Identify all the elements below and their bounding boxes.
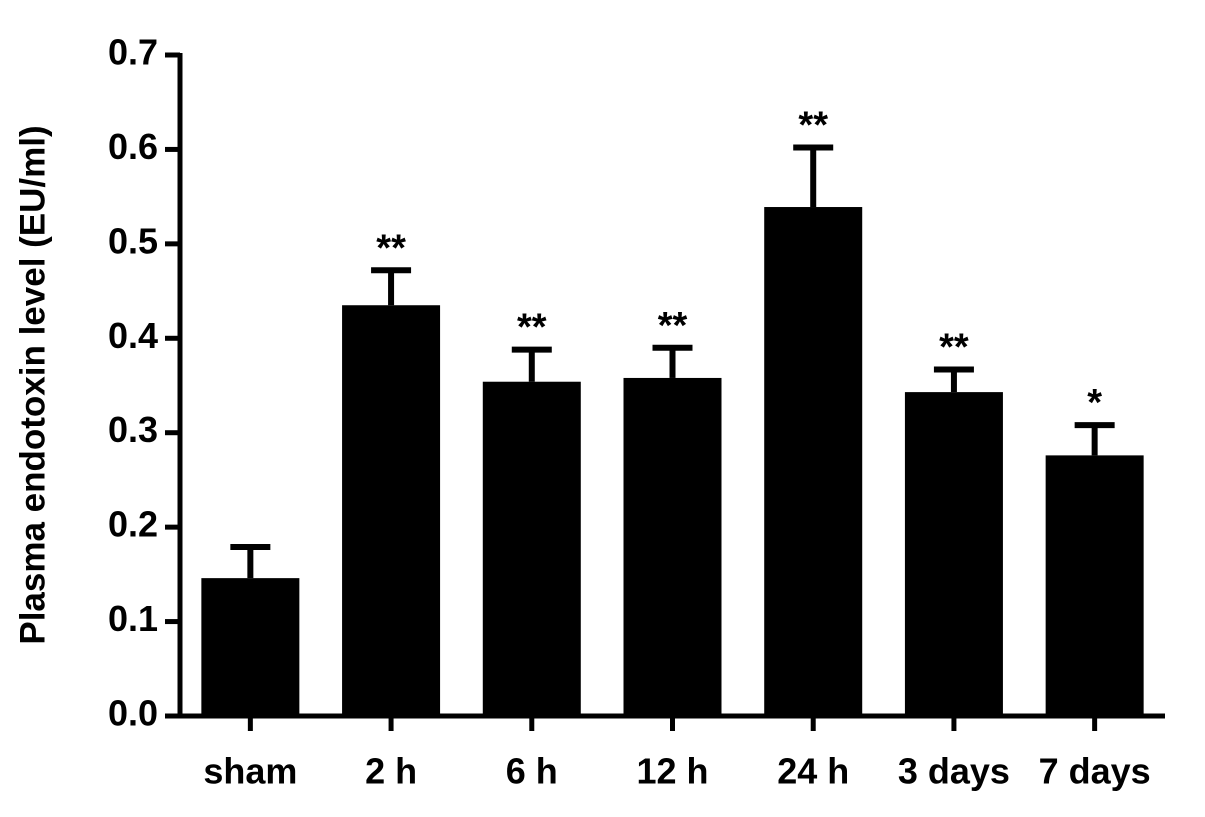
x-tick-label: 7 days	[1039, 751, 1151, 792]
x-tick-label: 24 h	[777, 751, 849, 792]
y-tick-label: 0.6	[108, 126, 158, 167]
bar	[904, 392, 1003, 716]
x-tick-label: 2 h	[365, 751, 417, 792]
significance-label: **	[939, 326, 969, 368]
y-tick-label: 0.3	[108, 409, 158, 450]
significance-label: **	[658, 305, 688, 347]
bar	[623, 377, 722, 716]
significance-label: **	[517, 307, 547, 349]
x-tick-label: sham	[203, 751, 297, 792]
bar	[764, 207, 863, 716]
bar	[482, 381, 581, 716]
significance-label: **	[376, 227, 406, 269]
x-tick-label: 6 h	[506, 751, 558, 792]
y-tick-label: 0.0	[108, 693, 158, 734]
y-tick-label: 0.7	[108, 32, 158, 73]
y-tick-label: 0.2	[108, 504, 158, 545]
x-tick-label: 12 h	[636, 751, 708, 792]
significance-label: **	[798, 105, 828, 147]
y-tick-label: 0.1	[108, 598, 158, 639]
y-axis-title: Plasma endotoxin level (EU/ml)	[13, 125, 52, 644]
bar	[201, 578, 300, 716]
bar	[342, 305, 441, 716]
significance-label: *	[1087, 382, 1102, 424]
y-tick-label: 0.4	[108, 315, 158, 356]
y-tick-label: 0.5	[108, 220, 158, 261]
x-tick-label: 3 days	[898, 751, 1010, 792]
bar	[1045, 455, 1144, 716]
